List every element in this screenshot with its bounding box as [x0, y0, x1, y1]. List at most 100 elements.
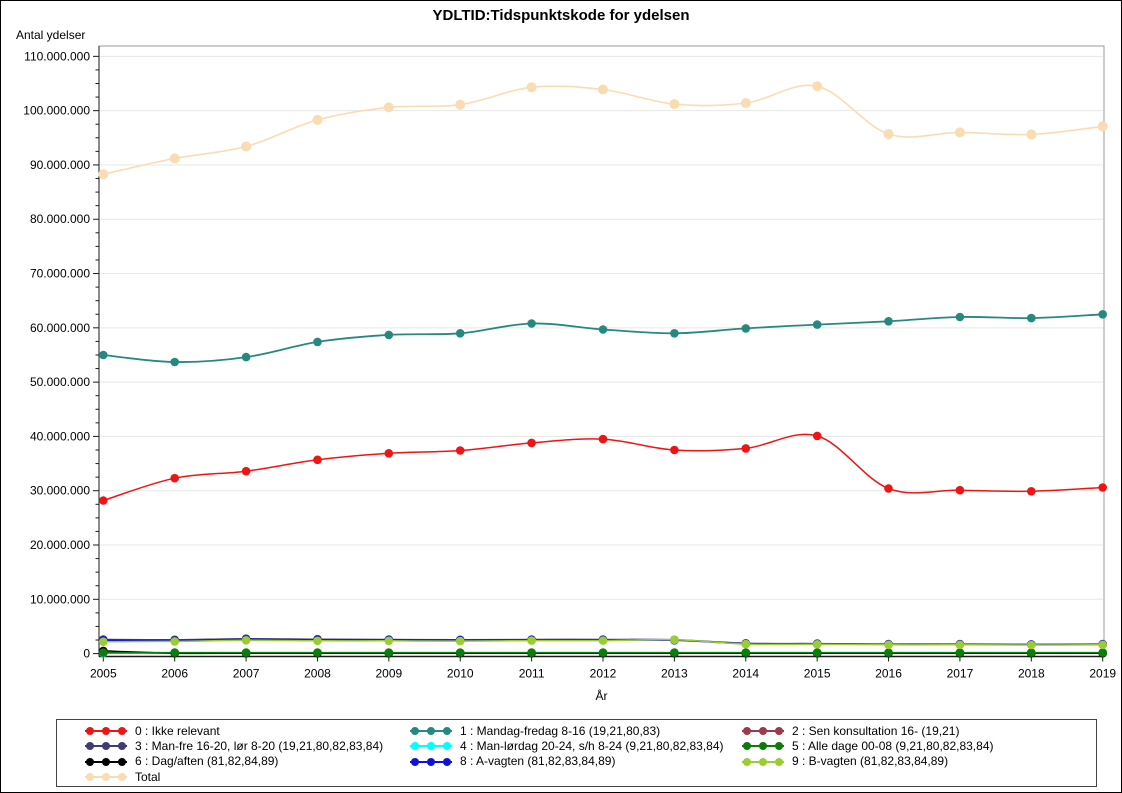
x-tick-label: 2005 [90, 667, 117, 681]
data-point-s1 [884, 317, 893, 326]
legend-label: 4 : Man-lørdag 20-24, s/h 8-24 (9,21,80,… [460, 738, 724, 753]
legend-swatch-icon [410, 757, 452, 766]
x-tick-label: 2015 [804, 667, 831, 681]
x-tick-label: 2007 [233, 667, 260, 681]
x-tick-label: 2014 [732, 667, 759, 681]
legend-entry-s5: 5 : Alle dage 00-08 (9,21,80,82,83,84) [741, 739, 994, 754]
data-point-s0 [884, 484, 893, 493]
data-point-total [669, 99, 680, 110]
data-point-total [740, 98, 751, 108]
legend-swatch-icon [85, 727, 127, 735]
data-point-s0 [598, 434, 608, 444]
data-point-total [169, 153, 180, 164]
data-point-s1 [812, 320, 822, 329]
data-point-s0 [99, 496, 108, 505]
y-tick-label: 60.000.000 [30, 321, 90, 335]
data-point-s5 [313, 648, 322, 657]
legend-label: 1 : Mandag-fredag 8-16 (19,21,80,83) [460, 723, 661, 738]
data-point-total [1097, 121, 1108, 132]
data-point-s5 [670, 648, 679, 657]
series-line-total [103, 84, 1103, 175]
data-point-s9 [670, 635, 679, 645]
data-point-s1 [170, 357, 179, 367]
legend-entry-s8: 8 : A-vagten (81,82,83,84,89) [409, 754, 615, 769]
data-point-total [312, 114, 323, 125]
data-point-s9 [955, 640, 965, 650]
data-point-s1 [313, 337, 322, 347]
y-tick-label: 40.000.000 [30, 429, 90, 443]
data-point-total [241, 141, 252, 152]
data-point-s9 [170, 637, 179, 646]
legend-label: 8 : A-vagten (81,82,83,84,89) [460, 754, 616, 769]
legend-label: 9 : B-vagten (81,82,83,84,89) [792, 754, 949, 769]
data-point-s9 [99, 637, 108, 646]
x-tick-label: 2016 [875, 667, 902, 681]
data-point-s5 [1027, 648, 1036, 657]
data-point-s5 [527, 648, 536, 657]
data-point-s5 [955, 648, 965, 657]
data-point-total [383, 102, 394, 113]
legend-label: 0 : Ikke relevant [135, 723, 220, 738]
data-point-s9 [1027, 640, 1036, 650]
data-point-s1 [99, 350, 108, 360]
legend-label: 5 : Alle dage 00-08 (9,21,80,82,83,84) [792, 738, 994, 753]
y-tick-label: 100.000.000 [23, 104, 90, 118]
y-axis-title: Antal ydelser [16, 28, 86, 42]
legend-entry-s1: 1 : Mandag-fredag 8-16 (19,21,80,83) [409, 724, 660, 739]
data-point-s5 [99, 648, 108, 657]
legend-label: 6 : Dag/aften (81,82,84,89) [135, 754, 279, 769]
x-tick-label: 2013 [661, 667, 688, 681]
data-point-s1 [741, 324, 751, 333]
data-point-s9 [313, 636, 322, 646]
data-point-s0 [241, 466, 251, 476]
y-tick-label: 90.000.000 [30, 158, 90, 172]
x-tick-label: 2018 [1018, 667, 1045, 681]
data-point-s5 [812, 648, 822, 657]
data-point-s0 [455, 446, 465, 455]
data-point-s1 [1098, 310, 1107, 319]
legend-label: 3 : Man-fre 16-20, lør 8-20 (19,21,80,82… [135, 738, 384, 753]
data-point-s5 [455, 648, 465, 657]
data-point-total [1026, 129, 1037, 140]
legend-swatch-icon [85, 773, 127, 782]
data-point-s5 [884, 648, 893, 657]
data-point-s0 [384, 449, 394, 458]
data-point-s9 [884, 640, 893, 650]
plot-frame [98, 45, 1105, 657]
data-point-s0 [1027, 487, 1036, 496]
data-point-s1 [241, 352, 251, 362]
legend: 0 : Ikke relevant 3 : Man-fre 16-20, lør … [56, 719, 1097, 787]
legend-label: 2 : Sen konsultation 16- (19,21) [792, 723, 960, 738]
data-point-total [812, 81, 823, 92]
data-point-s5 [741, 648, 751, 657]
data-point-s1 [527, 319, 536, 328]
data-point-s0 [313, 455, 322, 465]
legend-swatch-icon [410, 727, 452, 735]
data-point-total [526, 82, 537, 93]
data-point-s0 [527, 438, 536, 448]
x-axis-title: År [595, 689, 608, 703]
data-point-s9 [241, 636, 251, 645]
legend-entry-s0: 0 : Ikke relevant [84, 724, 220, 739]
data-point-s9 [527, 636, 536, 645]
legend-swatch-icon [742, 727, 784, 735]
data-point-s9 [741, 639, 751, 649]
y-tick-label: 50.000.000 [30, 375, 90, 389]
legend-entry-total: Total [84, 770, 160, 785]
data-point-s9 [812, 640, 822, 649]
data-point-s0 [741, 444, 751, 453]
legend-swatch-icon [742, 742, 784, 751]
legend-swatch-icon [410, 742, 452, 751]
y-tick-label: 20.000.000 [30, 538, 90, 552]
data-point-total [455, 99, 466, 110]
legend-swatch-icon [85, 742, 127, 751]
data-point-s1 [384, 330, 394, 340]
data-point-s1 [1027, 313, 1036, 323]
data-point-s0 [170, 473, 179, 483]
data-point-s5 [241, 648, 251, 657]
data-point-s0 [955, 485, 965, 495]
legend-swatch-icon [742, 757, 784, 766]
data-point-s5 [1098, 648, 1107, 657]
y-tick-label: 110.000.000 [24, 49, 90, 63]
